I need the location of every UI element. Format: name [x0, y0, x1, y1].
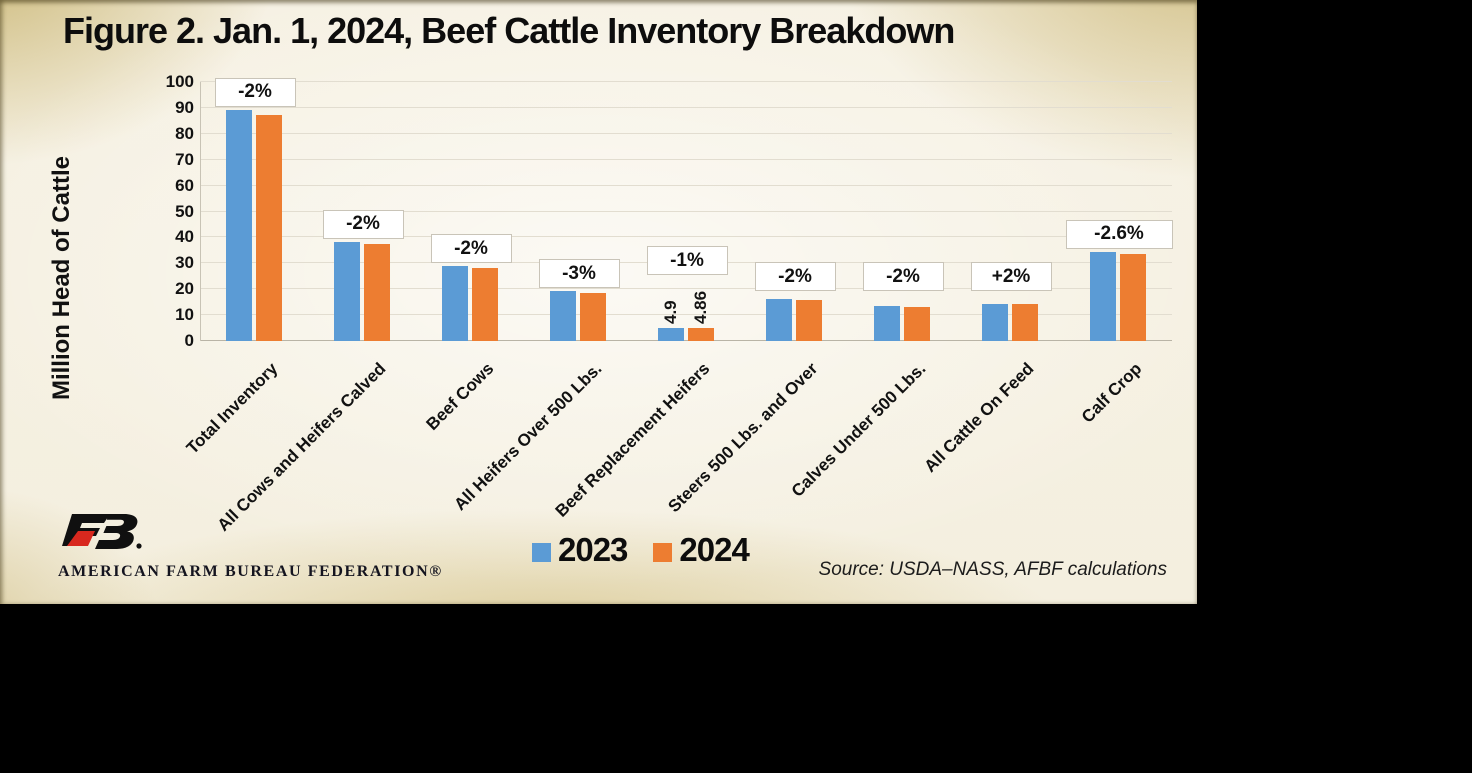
bar-group-total-inventory: 89.387.2-2% — [200, 77, 308, 341]
percent-change-all-heifers-over-500-lbs: -3% — [538, 259, 620, 289]
y-tick-10: 10 — [175, 305, 194, 325]
value-label-2024-beef-replacement-heifers: 4.86 — [688, 279, 714, 324]
bar-2024-beef-replacement-heifers — [688, 328, 714, 341]
chart-slide: Figure 2. Jan. 1, 2024, Beef Cattle Inve… — [0, 0, 1197, 604]
bar-group-calves-under-500-lbs: 13.613.3-2% — [848, 82, 956, 341]
bar-2023-all-heifers-over-500-lbs — [550, 291, 576, 341]
legend-item-2023: 2023 — [532, 531, 628, 569]
bar-2024-all-cattle-on-feed — [1012, 303, 1038, 341]
gridline-50 — [200, 210, 1172, 212]
y-tick-70: 70 — [175, 149, 194, 169]
x-label-calf-crop: Calf Crop — [1077, 359, 1146, 427]
y-tick-0: 0 — [184, 331, 194, 350]
percent-change-calf-crop: -2.6% — [1065, 219, 1173, 249]
bar-2024-calves-under-500-lbs — [904, 306, 930, 341]
gridline-20 — [200, 288, 1172, 290]
bar-2023-all-cows-and-heifers-calved — [334, 241, 360, 341]
y-axis-title: Million Head of Cattle — [48, 156, 75, 401]
gridline-100 — [200, 81, 1172, 82]
value-label-2023-beef-replacement-heifers: 4.9 — [658, 290, 684, 325]
percent-change-beef-cows: -2% — [430, 234, 512, 264]
legend-swatch-2024 — [653, 542, 673, 562]
legend-label-2024: 2024 — [679, 531, 749, 568]
gridline-70 — [200, 158, 1172, 160]
bar-2023-steers-500-lbs-and-over — [766, 299, 792, 341]
percent-change-steers-500-lbs-and-over: -2% — [754, 262, 836, 291]
bar-2023-beef-replacement-heifers — [658, 328, 684, 341]
bar-2024-all-cows-and-heifers-calved — [364, 243, 390, 341]
bar-group-calf-crop: 34.533.6-2.6% — [1064, 82, 1173, 341]
percent-change-beef-replacement-heifers: -1% — [646, 246, 728, 276]
bar-2024-all-heifers-over-500-lbs — [580, 293, 606, 341]
y-tick-40: 40 — [175, 227, 194, 247]
gridline-60 — [200, 184, 1172, 186]
y-tick-90: 90 — [175, 97, 194, 117]
plot-area: 89.387.2-2%38.337.6-2%28.928.2-2%19.218.… — [200, 77, 1173, 341]
bar-group-all-heifers-over-500-lbs: 19.218.5-3% — [524, 82, 632, 341]
bar-group-steers-500-lbs-and-over: 16.115.8-2% — [740, 82, 848, 341]
legend: 2023 2024 — [532, 531, 750, 569]
afbf-logo-mark-icon — [62, 514, 142, 549]
percent-change-all-cows-and-heifers-calved: -2% — [322, 209, 404, 239]
legend-item-2024: 2024 — [653, 531, 750, 569]
bar-2024-steers-500-lbs-and-over — [796, 300, 822, 341]
afbf-org-name: AMERICAN FARM BUREAU FEDERATION® — [58, 563, 443, 580]
y-tick-80: 80 — [175, 123, 194, 143]
y-axis-line — [200, 82, 201, 341]
y-tick-50: 50 — [175, 201, 194, 221]
bar-group-beef-cows: 28.928.2-2% — [416, 82, 524, 341]
bar-2024-total-inventory — [256, 115, 282, 341]
value-text: 4.86 — [691, 291, 710, 325]
bar-2023-calf-crop — [1090, 251, 1116, 341]
bar-2023-total-inventory — [226, 109, 252, 341]
value-text: 4.9 — [661, 300, 680, 325]
gridline-80 — [200, 132, 1172, 134]
y-tick-30: 30 — [175, 253, 194, 273]
percent-change-total-inventory: -2% — [214, 77, 296, 107]
afbf-logo: AMERICAN FARM BUREAU FEDERATION® — [58, 512, 443, 581]
y-tick-60: 60 — [175, 175, 194, 195]
x-label-all-cattle-on-feed: All Cattle On Feed — [920, 359, 1038, 476]
source-note: Source: USDA–NASS, AFBF calculations — [818, 559, 1167, 580]
y-tick-100: 100 — [165, 72, 194, 91]
gridline-10 — [200, 314, 1172, 316]
bar-2024-calf-crop — [1120, 253, 1146, 341]
y-tick-20: 20 — [175, 279, 194, 299]
percent-change-calves-under-500-lbs: -2% — [862, 262, 944, 291]
bar-group-beef-replacement-heifers: 4.9 4.86 -1% — [632, 82, 740, 341]
percent-change-all-cattle-on-feed: +2% — [970, 262, 1052, 291]
bar-2023-beef-cows — [442, 266, 468, 341]
bar-2024-beef-cows — [472, 267, 498, 341]
bar-2023-calves-under-500-lbs — [874, 305, 900, 341]
gridline-90 — [200, 106, 1172, 108]
chart-title: Figure 2. Jan. 1, 2024, Beef Cattle Inve… — [63, 10, 955, 51]
gridline-40 — [200, 236, 1172, 238]
bar-2023-all-cattle-on-feed — [982, 304, 1008, 341]
legend-label-2023: 2023 — [558, 531, 628, 568]
legend-swatch-2023 — [532, 542, 551, 562]
y-axis-tick-labels: 0 10 20 30 40 50 60 70 80 90 100 — [118, 73, 194, 350]
bar-group-all-cattle-on-feed: 14.214.4+2% — [956, 82, 1064, 341]
gridline-0 — [200, 340, 1172, 341]
bar-group-all-cows-and-heifers-calved: 38.337.6-2% — [308, 82, 416, 341]
